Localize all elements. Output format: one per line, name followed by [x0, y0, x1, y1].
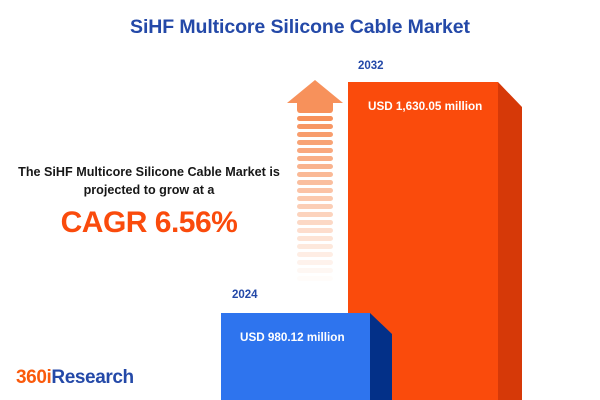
arrow-stripe — [297, 220, 333, 225]
arrow-stripe — [297, 268, 333, 273]
arrow-stripe — [297, 188, 333, 193]
bar-2032-year-label: 2032 — [358, 60, 384, 72]
cagr-highlight: CAGR 6.56% — [60, 205, 238, 239]
arrow-head-triangle — [287, 80, 343, 103]
bar-2024: 2024 USD 980.12 million — [221, 289, 392, 400]
growth-statement-text: The SiHF Multicore Silicone Cable Market… — [18, 165, 280, 198]
arrow-stripe — [297, 172, 333, 177]
statement-block: The SiHF Multicore Silicone Cable Market… — [18, 163, 280, 238]
arrow-stripe — [297, 196, 333, 201]
arrow-stripe — [297, 116, 333, 121]
bar-2032-side-face — [498, 82, 522, 400]
arrow-stripe — [297, 260, 333, 265]
brand-logo-prefix: 360i — [16, 367, 52, 388]
arrow-stripe — [297, 132, 333, 137]
bar-2024-value-label: USD 980.12 million — [240, 331, 345, 344]
arrow-stripe — [297, 180, 333, 185]
brand-logo-suffix: Research — [51, 367, 134, 388]
arrow-stripe — [297, 156, 333, 161]
page-title: SiHF Multicore Silicone Cable Market — [130, 16, 470, 38]
arrow-stripe — [297, 212, 333, 217]
bar-2032-value-label: USD 1,630.05 million — [368, 100, 483, 113]
bar-2024-front-face — [221, 313, 370, 400]
arrow-stripe — [297, 244, 333, 249]
arrow-stripe — [297, 228, 333, 233]
arrow-stripe — [297, 276, 333, 281]
arrow-stripe — [297, 164, 333, 169]
upward-growth-arrow-icon — [286, 80, 344, 292]
brand-logo[interactable]: 360iResearch — [16, 367, 134, 389]
arrow-stripe — [297, 148, 333, 153]
arrow-stripe — [297, 140, 333, 145]
arrow-stripe — [297, 252, 333, 257]
bar-2024-year-label: 2024 — [232, 289, 258, 301]
arrow-stripe — [297, 204, 333, 209]
bar-2024-side-face — [370, 313, 392, 400]
arrow-head-neck — [297, 102, 333, 113]
arrow-head — [286, 80, 344, 113]
arrow-shaft-stripes — [297, 116, 333, 292]
arrow-stripe — [297, 236, 333, 241]
arrow-stripe — [297, 124, 333, 129]
